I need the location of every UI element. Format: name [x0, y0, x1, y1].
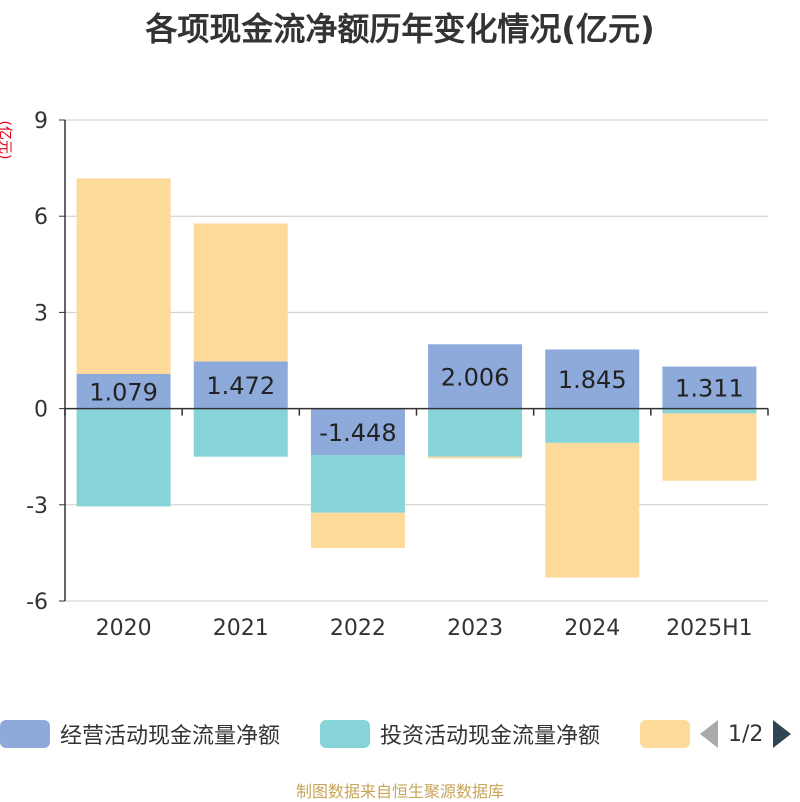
- legend-swatch-financing: [640, 720, 690, 748]
- data-label: -1.448: [319, 419, 396, 447]
- legend-swatch-operating: [0, 720, 50, 748]
- x-tick-label: 2021: [213, 616, 269, 641]
- prev-page-icon[interactable]: [700, 720, 718, 748]
- legend-page-indicator: 1/2: [728, 721, 764, 747]
- bar-1-2025H1: [662, 366, 757, 409]
- x-tick-label: 2020: [96, 616, 152, 641]
- source-note: 制图数据来自恒生聚源数据库: [295, 782, 504, 801]
- legend-item-financing[interactable]: [640, 714, 700, 754]
- bar-2-2022: [310, 455, 405, 513]
- axes: [59, 119, 769, 602]
- legend-item-operating[interactable]: 经营活动现金流量净额: [0, 714, 280, 754]
- bar-2-2025H1: [662, 408, 757, 414]
- chart-title: 各项现金流净额历年变化情况(亿元): [145, 10, 655, 48]
- data-label: 2.006: [441, 363, 510, 391]
- bar-2-2020: [76, 408, 171, 507]
- legend-label-investing: 投资活动现金流量净额: [380, 724, 601, 749]
- bar-3-2025H1: [662, 413, 757, 481]
- bar-2-2024: [545, 408, 640, 443]
- bar-1-2022: [310, 408, 405, 456]
- legend-item-investing[interactable]: 投资活动现金流量净额: [320, 714, 600, 754]
- data-label: 1.845: [558, 366, 627, 394]
- bar-1-2024: [545, 349, 640, 409]
- bar-1-2021: [193, 361, 288, 409]
- x-tick-label: 2025H1: [666, 616, 753, 641]
- bar-3-2022: [310, 512, 405, 549]
- legend: 经营活动现金流量净额 投资活动现金流量净额: [0, 714, 800, 754]
- data-label: 1.079: [89, 378, 158, 406]
- legend-pager: 1/2: [700, 714, 792, 754]
- y-tick-label: -6: [26, 590, 48, 615]
- x-tick-label: 2023: [447, 616, 503, 641]
- x-tick-label: 2022: [330, 616, 386, 641]
- bar-3-2024: [545, 442, 640, 578]
- bar-3-2023: [428, 456, 523, 459]
- bar-3-2020: [76, 178, 171, 375]
- grid-lines: [65, 119, 768, 602]
- next-page-icon[interactable]: [773, 720, 792, 748]
- tick-labels: -6 -3 0 3 6 9 2020 2021 2022 2023 2024 2025H1: [26, 109, 753, 641]
- bar-3-2021: [193, 223, 288, 362]
- y-tick-label: 6: [34, 205, 48, 230]
- bar-2-2021: [193, 408, 288, 457]
- bar-1-2023: [428, 344, 523, 409]
- y-tick-label: -3: [26, 494, 48, 519]
- bar-2-2023: [428, 408, 523, 457]
- y-tick-label: 3: [34, 301, 48, 326]
- x-tick-label: 2024: [564, 616, 620, 641]
- bars: [76, 178, 757, 578]
- data-label: 1.311: [675, 375, 744, 403]
- data-label: 1.472: [206, 372, 275, 400]
- data-labels: 1.079 1.472 -1.448 2.006 1.845 1.311: [89, 363, 744, 446]
- y-tick-label: 0: [34, 398, 48, 423]
- legend-swatch-investing: [320, 720, 370, 748]
- legend-label-operating: 经营活动现金流量净额: [60, 724, 281, 749]
- y-tick-label: 9: [34, 109, 48, 134]
- bar-1-2020: [76, 374, 171, 409]
